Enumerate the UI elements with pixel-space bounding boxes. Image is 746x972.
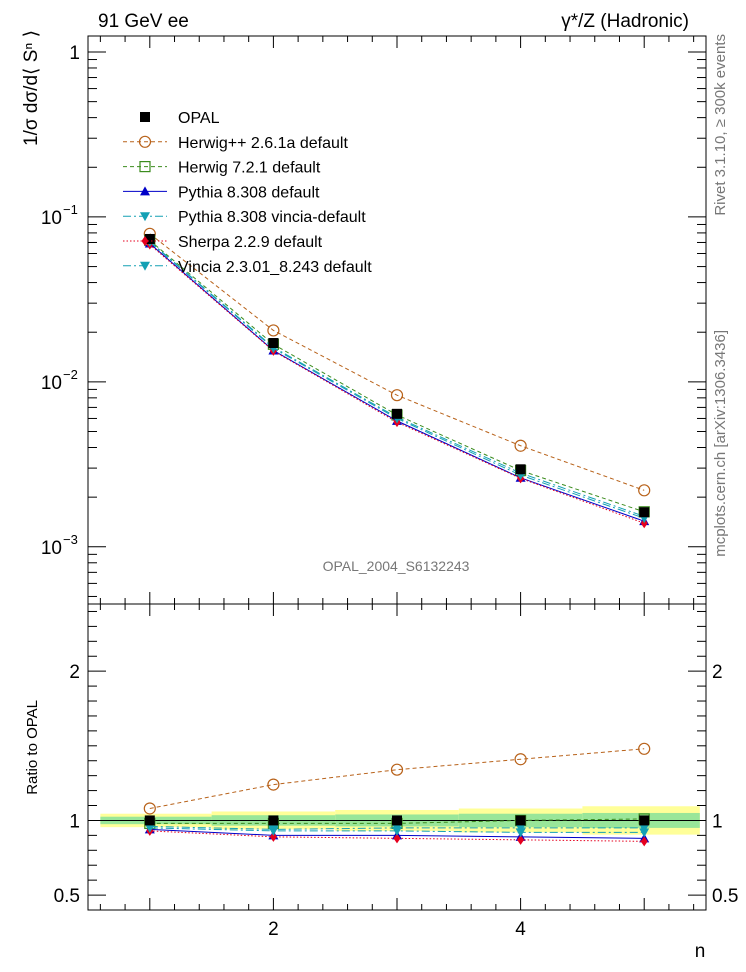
- mcplots-label: mcplots.cern.ch [arXiv:1306.3436]: [712, 330, 729, 557]
- legend: OPAL Herwig++ 2.6.1a default Herwig 7.2.1 …: [123, 110, 372, 276]
- data-point-opal: [144, 233, 155, 244]
- ratio-point-sherpa-2-2-9-default: [517, 834, 525, 845]
- ratio-line-herwig-2-6-1a-default: [149, 748, 645, 809]
- legend-marker: [141, 236, 149, 246]
- header-right-label: γ*/Z (Hadronic): [561, 11, 689, 32]
- y-tick-label: 10: [41, 538, 62, 559]
- legend-label: Herwig++ 2.6.1a default: [178, 135, 348, 152]
- ratio-point-opal: [268, 815, 279, 826]
- y-tick-label-exponent: −1: [63, 202, 78, 217]
- data-point-herwig-2-6-1a-default: [390, 389, 404, 402]
- legend-label: OPAL: [178, 110, 220, 127]
- legend-item-sherpa-2-2-9-default: Sherpa 2.2.9 default: [123, 234, 323, 251]
- ratio-tick-label-left: 0.5: [54, 886, 80, 907]
- ratio-point-opal: [515, 815, 526, 826]
- rivet-label: Rivet 3.1.10, ≥ 300k events: [712, 34, 729, 216]
- x-tick-label: 4: [515, 919, 526, 940]
- x-tick-label: 2: [268, 919, 279, 940]
- y-tick-label-exponent: −2: [63, 367, 78, 382]
- legend-label: Pythia 8.308 default: [178, 184, 320, 201]
- legend-item-opal: OPAL: [140, 110, 220, 127]
- x-axis-label: n: [695, 941, 706, 962]
- legend-label: Herwig 7.2.1 default: [178, 160, 321, 177]
- ratio-point-vincia-2-3-01-8-243-default: [144, 823, 155, 833]
- ratio-point-vincia-2-3-01-8-243-default: [268, 826, 279, 836]
- lower-y-axis-label: Ratio to OPAL: [24, 700, 41, 795]
- ratio-tick-label-left: 1: [69, 811, 80, 832]
- ratio-point-herwig-2-6-1a-default: [514, 753, 527, 766]
- lower-plot-frame: [87, 603, 707, 911]
- ratio-point-herwig-2-6-1a-default: [390, 763, 404, 776]
- series-line-pythia-8-308-vincia-default: [149, 241, 645, 517]
- y-tick-label: 10: [41, 208, 62, 229]
- data-point-opal: [639, 507, 650, 518]
- data-point-herwig-2-6-1a-default: [514, 439, 527, 452]
- upper-series-group: [143, 227, 651, 529]
- series-line-herwig-2-6-1a-default: [149, 233, 645, 491]
- ratio-point-sherpa-2-2-9-default: [393, 833, 401, 844]
- ratio-tick-label-right: 1: [712, 811, 723, 832]
- ratio-point-herwig-2-6-1a-default: [143, 802, 156, 815]
- legend-item-pythia-8-308-vincia-default: Pythia 8.308 vincia-default: [123, 209, 366, 226]
- legend-label: Vincia 2.3.01_8.243 default: [178, 259, 372, 276]
- ratio-point-opal: [392, 815, 402, 826]
- legend-marker: [140, 112, 150, 122]
- ratio-point-herwig-2-6-1a-default: [638, 742, 651, 755]
- upper-y-axis-label: 1/σ dσ/d⟨ Sⁿ ⟩: [21, 30, 42, 146]
- legend-label: Sherpa 2.2.9 default: [178, 234, 323, 251]
- data-point-herwig-2-6-1a-default: [638, 484, 651, 497]
- data-point-herwig-2-6-1a-default: [267, 324, 280, 337]
- legend-item-pythia-8-308-default: Pythia 8.308 default: [123, 184, 320, 201]
- legend-item-herwig-2-6-1a-default: Herwig++ 2.6.1a default: [123, 135, 348, 152]
- y-tick-label-exponent: −3: [63, 532, 78, 547]
- header-left-label: 91 GeV ee: [98, 11, 189, 32]
- ratio-tick-label-left: 2: [69, 662, 80, 683]
- legend-marker: [139, 161, 151, 173]
- ratio-point-sherpa-2-2-9-default: [269, 831, 277, 842]
- series-line-vincia-2-3-01-8-243-default: [149, 241, 645, 519]
- y-tick-label: 1: [69, 43, 80, 64]
- ratio-series-group: [143, 742, 651, 847]
- legend-item-vincia-2-3-01-8-243-default: Vincia 2.3.01_8.243 default: [123, 259, 372, 276]
- ratio-point-vincia-2-3-01-8-243-default: [392, 826, 402, 836]
- data-point-opal: [392, 408, 402, 419]
- ratio-point-opal: [144, 815, 155, 826]
- data-point-opal: [268, 338, 279, 349]
- ratio-tick-label-right: 0.5: [712, 886, 738, 907]
- ratio-point-opal: [639, 815, 650, 826]
- y-tick-label: 10: [41, 373, 62, 394]
- ratio-point-sherpa-2-2-9-default: [640, 836, 648, 847]
- legend-marker: [138, 135, 152, 148]
- data-point-opal: [515, 464, 526, 475]
- legend-marker: [140, 186, 150, 196]
- series-line-pythia-8-308-default: [149, 243, 645, 522]
- legend-marker: [140, 261, 150, 271]
- series-line-sherpa-2-2-9-default: [149, 244, 645, 524]
- legend-label: Pythia 8.308 vincia-default: [178, 209, 366, 226]
- ratio-point-vincia-2-3-01-8-243-default: [639, 828, 650, 838]
- legend-marker: [140, 212, 150, 222]
- ratio-point-vincia-2-3-01-8-243-default: [515, 828, 526, 838]
- legend-item-herwig-7-2-1-default: Herwig 7.2.1 default: [123, 160, 321, 177]
- ratio-point-herwig-2-6-1a-default: [267, 778, 280, 791]
- ratio-tick-label-right: 2: [712, 662, 723, 683]
- series-line-herwig-7-2-1-default: [149, 240, 645, 513]
- analysis-id-label: OPAL_2004_S6132243: [323, 558, 470, 574]
